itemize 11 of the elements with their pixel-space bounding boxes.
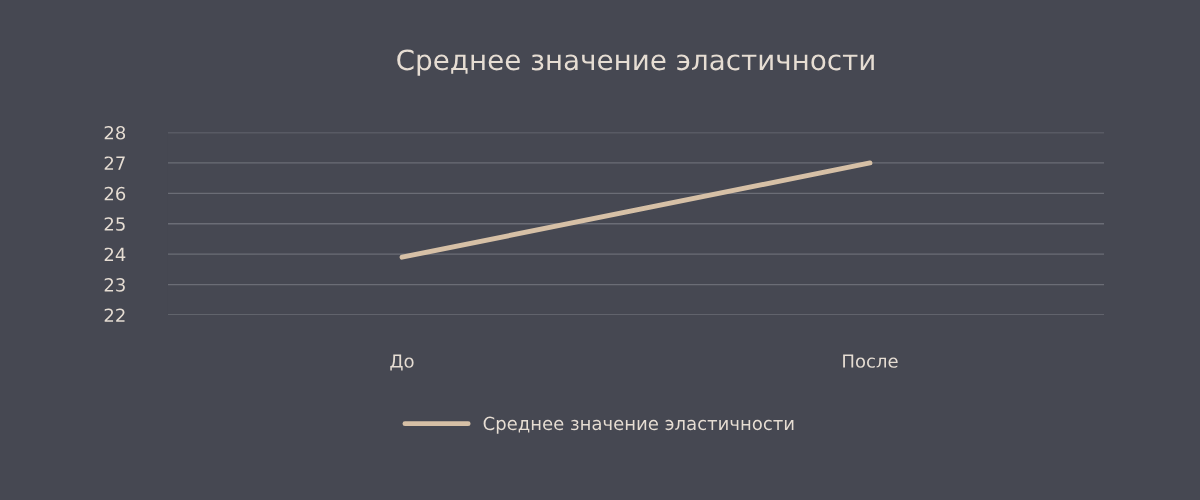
y-tick-label: 26 <box>104 186 126 201</box>
y-tick-label: 23 <box>104 278 125 292</box>
y-tick-label: 24 <box>104 247 126 262</box>
y-tick-label: 25 <box>104 217 125 231</box>
y-tick-label: 28 <box>104 125 126 140</box>
x-tick-label: После <box>843 354 898 368</box>
y-tick-label: 22 <box>104 308 125 322</box>
x-tick-label: До <box>390 354 414 371</box>
y-tick-label: 27 <box>104 156 125 170</box>
legend-label: Среднее значение эластичности <box>483 416 794 434</box>
chart-title: Среднее значение эластичности <box>397 49 874 76</box>
